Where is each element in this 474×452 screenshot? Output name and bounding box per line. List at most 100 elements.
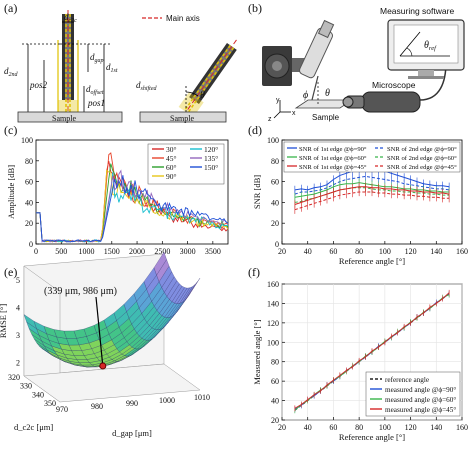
legend-label: SNR of 2nd edge @ϕ=60° [387, 155, 457, 162]
label-theta-ref: θref [424, 40, 437, 52]
y-tick-label: 40 [25, 198, 33, 207]
legend-label: SNR of 1st edge @ϕ=90° [299, 146, 367, 153]
panel-label-b: (b) [248, 1, 262, 15]
x-tick-label: 500 [55, 247, 67, 256]
probe-core [65, 14, 71, 100]
label-sample-right: Sample [170, 114, 194, 123]
y-tick-label: 140 [267, 299, 279, 308]
label-main-axis: Main axis [166, 14, 200, 23]
x-axis-label: Reference angle [°] [339, 432, 405, 442]
panel-c: (c) 0 500 1000 1500 2000 2500 3000 3500 0 20 40 60 8… [4, 123, 229, 266]
label-pos1: pos1 [87, 98, 105, 108]
x-tick-label: 80 [355, 247, 363, 256]
panel-d: (d) 20 40 60 80 100 120 140 160020406080100Refe… [248, 123, 468, 266]
x-tick-label: 1000 [159, 396, 175, 405]
x-tick-label: 970 [56, 405, 68, 414]
x-tick-label: 100 [379, 423, 391, 432]
panel-b: (b) ϕ θ Sample y x z [248, 1, 465, 123]
y-axis-label: Measured angle [°] [252, 319, 262, 384]
legend-label: 45° [166, 154, 177, 163]
legend-box [147, 143, 225, 185]
series-line-6 [36, 169, 229, 243]
legend-label: 30° [166, 145, 177, 154]
x-tick-label: 140 [430, 423, 442, 432]
label-theta-b: θ [325, 88, 330, 99]
z-tick-label: 2 [16, 358, 20, 367]
legend-label: SNR of 1st edge @ϕ=60° [299, 155, 367, 162]
z-axis-label: RMSE [°] [0, 304, 8, 339]
legend-label: measured angle @ϕ=60° [385, 396, 456, 404]
x-tick-label: 80 [355, 423, 363, 432]
label-axis-z: z [268, 116, 272, 123]
y-tick-label: 100 [267, 338, 279, 347]
y-tick-label: 320 [8, 373, 20, 382]
sample-block-left [17, 111, 123, 123]
axes-triad [273, 100, 291, 119]
y-tick-label: 330 [20, 382, 32, 391]
y-tick-label: 120 [267, 319, 279, 328]
probe-tip [58, 100, 78, 112]
x-tick-label: 60 [329, 423, 337, 432]
label-d-offset: doffset [86, 84, 104, 96]
x-tick-label: 2500 [154, 247, 170, 256]
x-tick-label: 2000 [129, 247, 145, 256]
label-sample-left: Sample [52, 114, 76, 123]
x-axis-label: Reference angle [°] [339, 256, 405, 266]
label-axis-y: y [276, 97, 280, 104]
y-tick-label: 350 [44, 399, 56, 408]
panel-label-f: (f) [248, 265, 260, 279]
chart-rmse-surface: 2 3 4 5 RMSE [°] 970 980 990 1000 1010 d_gap [μm] 3… [0, 251, 210, 438]
y-axis-label: Amplitude [dB] [6, 165, 16, 219]
y-tick-label: 60 [271, 178, 279, 187]
label-axis-x: x [292, 110, 296, 117]
x-tick-label: 1000 [79, 247, 95, 256]
legend-label: SNR of 1st edge @ϕ=45° [299, 164, 367, 171]
legend-label: 90° [166, 172, 177, 181]
probe-holder [298, 19, 335, 101]
annotation-leader [95, 296, 104, 367]
legend-label: 135° [204, 154, 218, 163]
label-theta-a: θ [200, 90, 205, 101]
y-tick-label: 340 [32, 390, 44, 399]
x-tick-label: 0 [34, 247, 38, 256]
floor-pane [23, 363, 201, 403]
legend-label: reference angle [385, 376, 429, 384]
legend-label: 60° [166, 163, 177, 172]
panel-label-d: (d) [248, 123, 262, 137]
panel-e: (e) 2 3 4 5 RMSE [°] 970 980 990 1000 1010 d_gap [… [0, 251, 210, 438]
chart-measured-angle: 20 40 60 80 100 120 140 160 20 40 60 80 100 120 140 160… [252, 280, 468, 442]
x-tick-label: 980 [91, 402, 103, 411]
x-tick-label: 3000 [180, 247, 196, 256]
chart-amplitude-depth: 0 500 1000 1500 2000 2500 3000 3500 0 20 40 60 80 100… [6, 136, 229, 266]
label-pos2: pos2 [29, 80, 48, 90]
z-tick-label: 3 [16, 331, 20, 340]
z-tick-label: 4 [16, 303, 20, 312]
y-axis-label: SNR [dB] [252, 175, 262, 209]
surface-patch [153, 251, 167, 276]
x-tick-label: 20 [278, 423, 286, 432]
series-line-7 [36, 175, 229, 243]
y-tick-label: 160 [267, 280, 279, 289]
y-tick-label: 80 [271, 358, 279, 367]
x-tick-label: 120 [405, 423, 417, 432]
y-tick-label: 100 [21, 136, 33, 145]
series-line-5 [36, 172, 229, 243]
monitor [387, 19, 465, 79]
x-tick-label: 140 [430, 247, 442, 256]
legend-label: 150° [204, 163, 218, 172]
label-d-gap: dgap [90, 52, 104, 64]
x-tick-label: 160 [456, 247, 468, 256]
y-tick-label: 0 [275, 240, 279, 249]
z-tick-label: 5 [16, 276, 20, 285]
y-tick-label: 40 [271, 198, 279, 207]
panel-label-e: (e) [4, 265, 17, 279]
probe-vertical [57, 10, 79, 115]
legend-label: 120° [204, 145, 218, 154]
minimum-point [99, 362, 107, 370]
legend-label: measured angle @ϕ=45° [385, 406, 456, 414]
label-sample-b: Sample [312, 113, 340, 122]
y-tick-label: 40 [271, 397, 279, 406]
legend-label: SNR of 2nd edge @ϕ=90° [387, 146, 457, 153]
x-tick-label: 40 [304, 247, 312, 256]
